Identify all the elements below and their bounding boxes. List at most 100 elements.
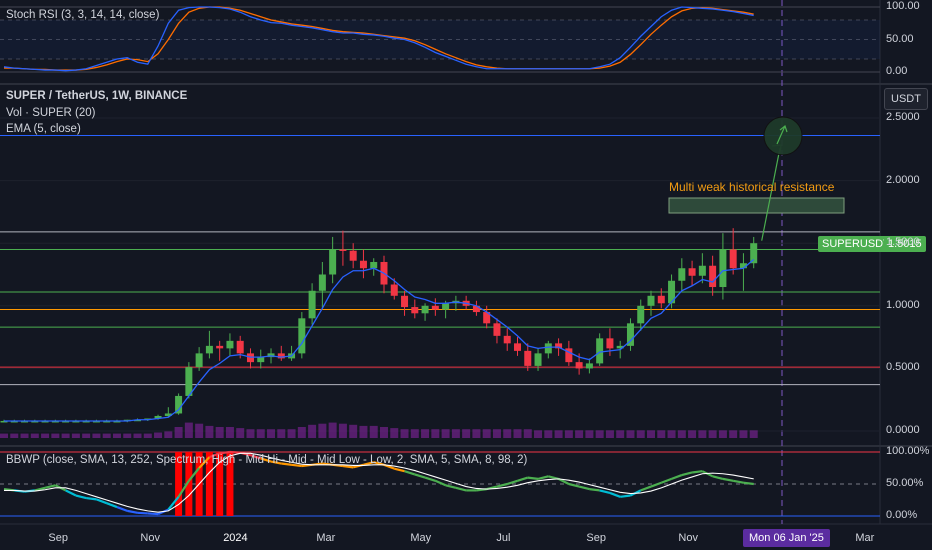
- volume-bar: [359, 425, 368, 438]
- bbwp-spectrum-segment: [198, 456, 211, 469]
- volume-bar: [318, 423, 327, 438]
- bbwp-spectrum-segment: [660, 477, 672, 484]
- volume-bar: [472, 429, 481, 438]
- candle-up: [739, 263, 747, 269]
- volume-bar: [164, 431, 173, 438]
- candle-down: [216, 345, 224, 349]
- bbwp-spectrum-segment: [568, 482, 580, 488]
- time-axis-tick: Jul: [496, 532, 511, 544]
- volume-bar: [431, 429, 440, 438]
- candle-up: [134, 419, 142, 422]
- bbwp-spectrum-segment: [177, 480, 190, 498]
- candle-down: [472, 305, 480, 313]
- price-axis-tick: 0.0000: [886, 424, 920, 436]
- price-axis-tick: 2.5000: [886, 111, 920, 123]
- volume-bar: [338, 423, 347, 438]
- volume-bar: [71, 433, 80, 438]
- volume-bar: [256, 429, 265, 438]
- candle-up: [226, 340, 234, 349]
- bbwp-spectrum-segment: [116, 506, 128, 512]
- target-arrow-line: [776, 125, 786, 145]
- bbwp-spectrum-segment: [558, 477, 570, 485]
- bbwp-alert-bar: [216, 452, 224, 516]
- bbwp-spectrum-segment: [44, 484, 56, 489]
- candle-up: [370, 261, 378, 269]
- volume-bar: [585, 430, 594, 438]
- target-circle: [763, 116, 803, 156]
- volume-bar: [595, 430, 604, 438]
- bbwp-spectrum-segment: [517, 476, 529, 482]
- bbwp-axis-tick: 50.00%: [886, 477, 924, 489]
- volume-bar: [739, 430, 748, 438]
- bbwp-spectrum-segment: [250, 454, 262, 460]
- symbol-title[interactable]: SUPER / TetherUS, 1W, BINANCE: [6, 90, 188, 102]
- crosshair-date-tag: Mon 06 Jan '25: [743, 529, 830, 547]
- bbwp-spectrum-segment: [137, 511, 148, 515]
- bbwp-spectrum-segment: [537, 475, 549, 480]
- bbwp-spectrum-segment: [743, 481, 754, 486]
- volume-bar: [308, 424, 317, 438]
- volume-bar: [195, 423, 204, 438]
- volume-bar: [636, 430, 645, 438]
- volume-bar: [0, 433, 8, 438]
- resistance-zone-box: [668, 197, 845, 214]
- volume-bar: [30, 433, 39, 438]
- stoch-axis-tick: 100.00: [886, 0, 920, 12]
- volume-bar: [616, 430, 625, 438]
- candle-down: [277, 353, 285, 359]
- price-axis-tick: 0.5000: [886, 361, 920, 374]
- candle-down: [709, 265, 717, 288]
- bbwp-spectrum-segment: [188, 467, 200, 482]
- candle-up: [113, 420, 121, 423]
- volume-bar: [20, 433, 29, 438]
- bbwp-spectrum-segment: [260, 457, 272, 463]
- volume-bar: [41, 433, 50, 438]
- volume-bar: [174, 427, 183, 438]
- bbwp-alert-bar: [175, 452, 183, 516]
- candle-up: [442, 303, 450, 310]
- bbwp-spectrum-segment: [496, 482, 508, 488]
- candle-up: [103, 420, 111, 423]
- bbwp-title[interactable]: BBWP (close, SMA, 13, 252, Spectrum, Hig…: [6, 454, 528, 466]
- candle-up: [596, 338, 604, 364]
- volume-title[interactable]: Vol · SUPER (20): [6, 107, 96, 119]
- stoch-axis-tick: 50.00: [886, 32, 914, 45]
- volume-bar: [123, 433, 132, 438]
- bbwp-spectrum-segment: [691, 470, 703, 474]
- volume-bar: [667, 430, 676, 438]
- volume-bar: [441, 429, 450, 438]
- bbwp-spectrum-segment: [342, 464, 354, 469]
- volume-bar: [575, 430, 584, 438]
- candle-down: [688, 268, 696, 276]
- candle-down: [524, 350, 532, 366]
- candle-down: [493, 323, 501, 336]
- bbwp-spectrum-segment: [393, 467, 405, 473]
- volume-bar: [677, 430, 686, 438]
- bbwp-ma-line: [4, 452, 754, 513]
- candle-down: [390, 284, 398, 296]
- ema-title[interactable]: EMA (5, close): [6, 123, 81, 135]
- price-axis-tick: 2.0000: [886, 173, 920, 186]
- candle-down: [349, 250, 357, 261]
- bbwp-spectrum-segment: [455, 486, 467, 492]
- volume-bar: [708, 430, 717, 438]
- currency-unit-button[interactable]: USDT: [884, 88, 928, 110]
- bbwp-spectrum-segment: [34, 486, 46, 492]
- bbwp-spectrum-segment: [219, 450, 231, 455]
- bbwp-spectrum-segment: [578, 485, 590, 491]
- candle-up: [154, 415, 162, 419]
- volume-bar: [267, 429, 276, 438]
- candle-up: [185, 367, 193, 396]
- stoch-k-line: [3, 6, 754, 72]
- bbwp-spectrum-segment: [732, 479, 744, 484]
- candle-up: [637, 305, 645, 324]
- volume-bar: [400, 429, 409, 438]
- bbwp-spectrum-segment: [167, 496, 180, 511]
- bbwp-spectrum-segment: [291, 463, 302, 468]
- time-axis-tick: Sep: [48, 532, 68, 544]
- candle-up: [41, 420, 49, 423]
- candle-up: [31, 420, 39, 423]
- candle-up: [205, 345, 213, 354]
- bbwp-spectrum-segment: [681, 471, 693, 477]
- volume-bar: [328, 422, 337, 438]
